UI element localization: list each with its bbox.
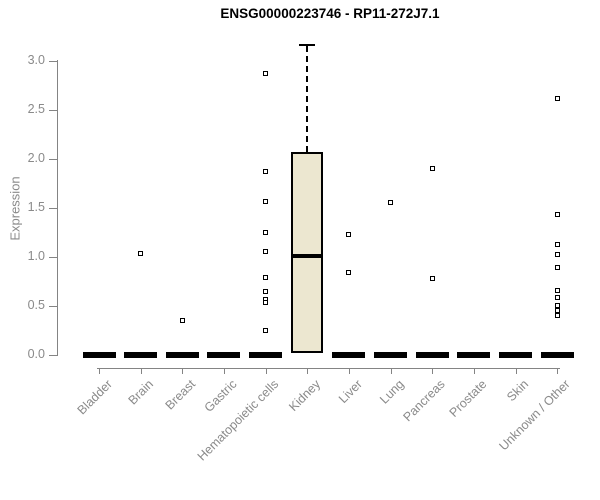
- outlier-point: [263, 169, 269, 175]
- x-tick: [182, 368, 184, 374]
- collapsed-box-prostate: [457, 352, 491, 358]
- outlier-point: [554, 294, 560, 300]
- collapsed-box-breast: [165, 352, 199, 358]
- y-tick: [49, 257, 57, 258]
- outlier-point: [554, 313, 560, 319]
- x-tick: [515, 368, 517, 374]
- x-category-label: Skin: [504, 377, 532, 405]
- x-tick: [473, 368, 475, 374]
- x-category-label: Lung: [376, 377, 407, 407]
- y-tick: [49, 61, 57, 62]
- y-axis-line: [57, 60, 58, 356]
- outlier-point: [554, 265, 560, 271]
- outlier-point: [263, 288, 269, 294]
- x-tick: [99, 368, 100, 374]
- collapsed-box-brain: [124, 352, 158, 358]
- outlier-point: [346, 231, 352, 237]
- outlier-point: [388, 199, 394, 205]
- x-tick: [348, 368, 350, 374]
- x-category-label: Pancreas: [400, 377, 449, 425]
- upper-whisker: [306, 46, 309, 153]
- collapsed-box-gastric: [207, 352, 241, 358]
- x-tick: [307, 368, 309, 374]
- x-tick: [390, 368, 392, 374]
- outlier-point: [429, 166, 435, 172]
- x-tick: [265, 368, 267, 374]
- y-tick: [49, 306, 57, 307]
- outlier-point: [554, 308, 560, 314]
- y-tick-label: 2.0: [27, 151, 45, 165]
- x-category-label: Gastric: [201, 377, 240, 415]
- x-tick: [140, 368, 142, 374]
- x-axis-line: [97, 368, 561, 369]
- collapsed-box-pancreas: [415, 352, 449, 358]
- outlier-point: [554, 287, 560, 293]
- x-category-label: Prostate: [446, 377, 490, 420]
- x-tick: [432, 368, 434, 374]
- collapsed-box-skin: [499, 352, 532, 358]
- y-tick: [49, 355, 57, 356]
- collapsed-box-hematopoietic-cells: [249, 352, 283, 358]
- outlier-point: [554, 251, 560, 257]
- x-category-label: Brain: [126, 377, 157, 408]
- outlier-point: [263, 328, 269, 333]
- outlier-point: [263, 275, 269, 281]
- y-tick-label: 0.0: [27, 347, 45, 361]
- collapsed-box-lung: [374, 352, 408, 358]
- y-tick-label: 1.0: [27, 249, 45, 263]
- outlier-point: [346, 270, 352, 276]
- y-tick-label: 3.0: [27, 53, 45, 67]
- outlier-point: [554, 212, 560, 218]
- x-category-label: Breast: [162, 377, 199, 413]
- collapsed-box-unknown-other: [540, 352, 574, 358]
- upper-whisker-cap: [299, 44, 316, 47]
- outlier-point: [554, 95, 560, 101]
- x-category-label: Liver: [335, 377, 365, 407]
- collapsed-box-bladder: [82, 352, 116, 358]
- x-category-label: Kidney: [286, 377, 324, 414]
- outlier-point: [179, 318, 185, 324]
- y-tick: [49, 208, 57, 209]
- outlier-point: [554, 241, 560, 247]
- outlier-point: [554, 302, 560, 308]
- chart-title: ENSG00000223746 - RP11-272J7.1: [220, 6, 440, 21]
- outlier-point: [263, 198, 269, 204]
- collapsed-box-liver: [332, 352, 366, 358]
- x-category-label: Bladder: [74, 377, 115, 418]
- y-tick: [49, 110, 57, 111]
- median-line: [291, 254, 324, 259]
- y-tick-label: 0.5: [27, 298, 45, 312]
- outlier-point: [263, 71, 269, 77]
- x-tick: [223, 368, 225, 374]
- x-tick: [557, 368, 559, 374]
- y-tick: [49, 159, 57, 160]
- x-category-label: Hematopoietic cells: [194, 377, 282, 464]
- y-tick-label: 1.5: [27, 200, 45, 214]
- outlier-point: [263, 248, 269, 254]
- y-tick-label: 2.5: [27, 102, 45, 116]
- outlier-point: [263, 299, 269, 305]
- outlier-point: [138, 250, 144, 256]
- box-kidney: [291, 152, 324, 354]
- outlier-point: [263, 230, 269, 235]
- outlier-point: [429, 276, 435, 282]
